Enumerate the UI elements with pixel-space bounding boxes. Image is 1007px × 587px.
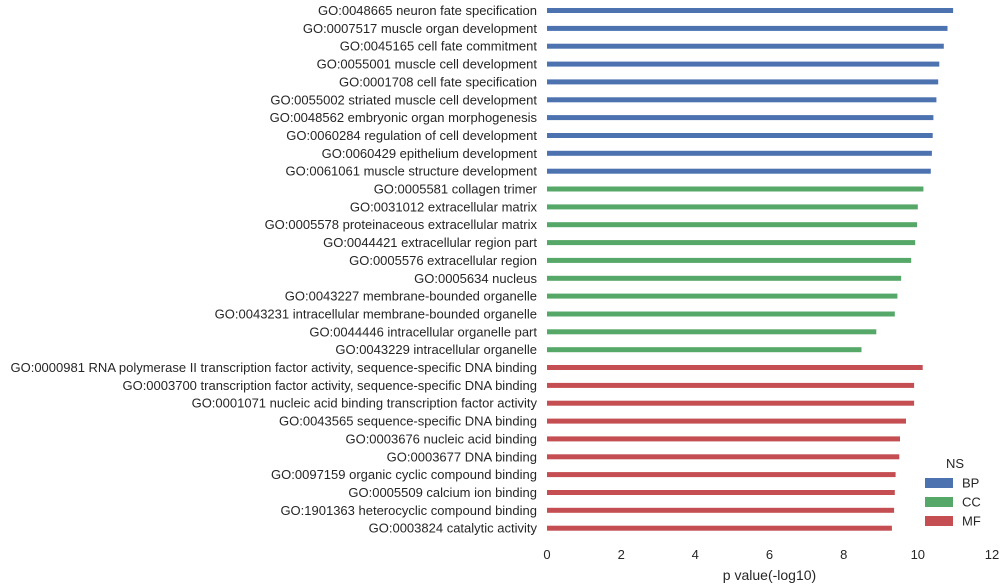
legend-swatch-cc [925, 497, 953, 507]
category-label: GO:0061061 muscle structure development [286, 164, 538, 179]
legend-label-cc: CC [962, 495, 981, 510]
category-label: GO:0060429 epithelium development [322, 146, 538, 161]
legend-swatch-bp [925, 478, 953, 488]
category-label: GO:0055002 striated muscle cell developm… [270, 92, 537, 107]
x-tick-label: 12 [985, 547, 999, 562]
category-label: GO:0043231 intracellular membrane-bounde… [215, 307, 537, 322]
bar [547, 222, 918, 228]
bar [547, 311, 895, 317]
bar [547, 97, 937, 103]
category-label: GO:0044421 extracellular region part [323, 235, 537, 250]
category-label: GO:0048665 neuron fate specification [318, 3, 537, 18]
category-label: GO:0031012 extracellular matrix [350, 199, 538, 214]
x-tick-label: 8 [840, 547, 847, 562]
legend-label-mf: MF [962, 514, 981, 529]
bar [547, 8, 954, 13]
category-label: GO:0055001 muscle cell development [317, 57, 538, 72]
bar [547, 43, 944, 49]
category-label: GO:0060284 regulation of cell developmen… [286, 128, 537, 143]
category-label: GO:0007517 muscle organ development [303, 21, 538, 36]
bar [547, 25, 948, 31]
category-labels: GO:0048665 neuron fate specification GO:0… [10, 3, 537, 536]
x-tick-label: 4 [692, 547, 699, 562]
category-label: GO:0003824 catalytic activity [369, 521, 538, 536]
category-label: GO:1901363 heterocyclic compound binding [280, 503, 537, 518]
bar [547, 507, 895, 513]
bar [547, 257, 912, 263]
legend-label-bp: BP [962, 476, 979, 491]
bars-layer [547, 8, 954, 531]
category-label: GO:0005578 proteinaceous extracellular m… [265, 217, 538, 232]
x-axis-title: p value(-log10) [723, 567, 816, 583]
legend-swatch-mf [925, 516, 953, 526]
bar [547, 365, 923, 370]
category-label: GO:0045165 cell fate commitment [340, 39, 538, 54]
bar [547, 150, 932, 156]
bar [547, 115, 934, 121]
category-label: GO:0000981 RNA polymerase II transcripti… [10, 360, 537, 375]
category-label: GO:0043565 sequence-specific DNA binding [279, 414, 537, 429]
x-tick-label: 0 [543, 547, 550, 562]
category-label: GO:0003677 DNA binding [387, 449, 537, 464]
category-label: GO:0043229 intracellular organelle [335, 342, 537, 357]
bar [547, 293, 898, 299]
category-label: GO:0097159 organic cyclic compound bindi… [271, 467, 537, 482]
bar [547, 400, 915, 406]
bar [547, 454, 900, 460]
bar [547, 79, 939, 85]
bar [547, 436, 900, 442]
bar [547, 382, 915, 388]
bar [547, 204, 918, 210]
bar [547, 490, 895, 495]
bar [547, 525, 892, 531]
x-tick-label: 2 [618, 547, 625, 562]
bar [547, 275, 902, 281]
category-label: GO:0005581 collagen trimer [374, 182, 538, 197]
category-label: GO:0001708 cell fate specification [339, 74, 537, 89]
bar [547, 240, 916, 246]
category-label: GO:0003700 transcription factor activity… [122, 378, 537, 393]
category-label: GO:0043227 membrane-bounded organelle [285, 289, 537, 304]
x-tick-label: 6 [766, 547, 773, 562]
bar [547, 418, 906, 424]
bar [547, 347, 862, 353]
category-label: GO:0048562 embryonic organ morphogenesis [270, 110, 538, 125]
bar [547, 133, 933, 138]
category-label: GO:0001071 nucleic acid binding transcri… [192, 396, 538, 411]
x-axis-ticks: 0 2 4 6 8 10 12 [543, 547, 999, 562]
legend-title: NS [946, 456, 964, 471]
bar [547, 329, 877, 335]
bar [547, 472, 896, 478]
category-label: GO:0003676 nucleic acid binding [345, 431, 537, 446]
category-label: GO:0005634 nucleus [414, 271, 537, 286]
category-label: GO:0005576 extracellular region [349, 253, 537, 268]
legend: NS BP CC MF [925, 456, 981, 529]
x-tick-label: 10 [911, 547, 925, 562]
category-label: GO:0005509 calcium ion binding [348, 485, 537, 500]
bar [547, 186, 924, 192]
bar [547, 168, 931, 174]
bar [547, 61, 940, 67]
category-label: GO:0044446 intracellular organelle part [309, 324, 537, 339]
